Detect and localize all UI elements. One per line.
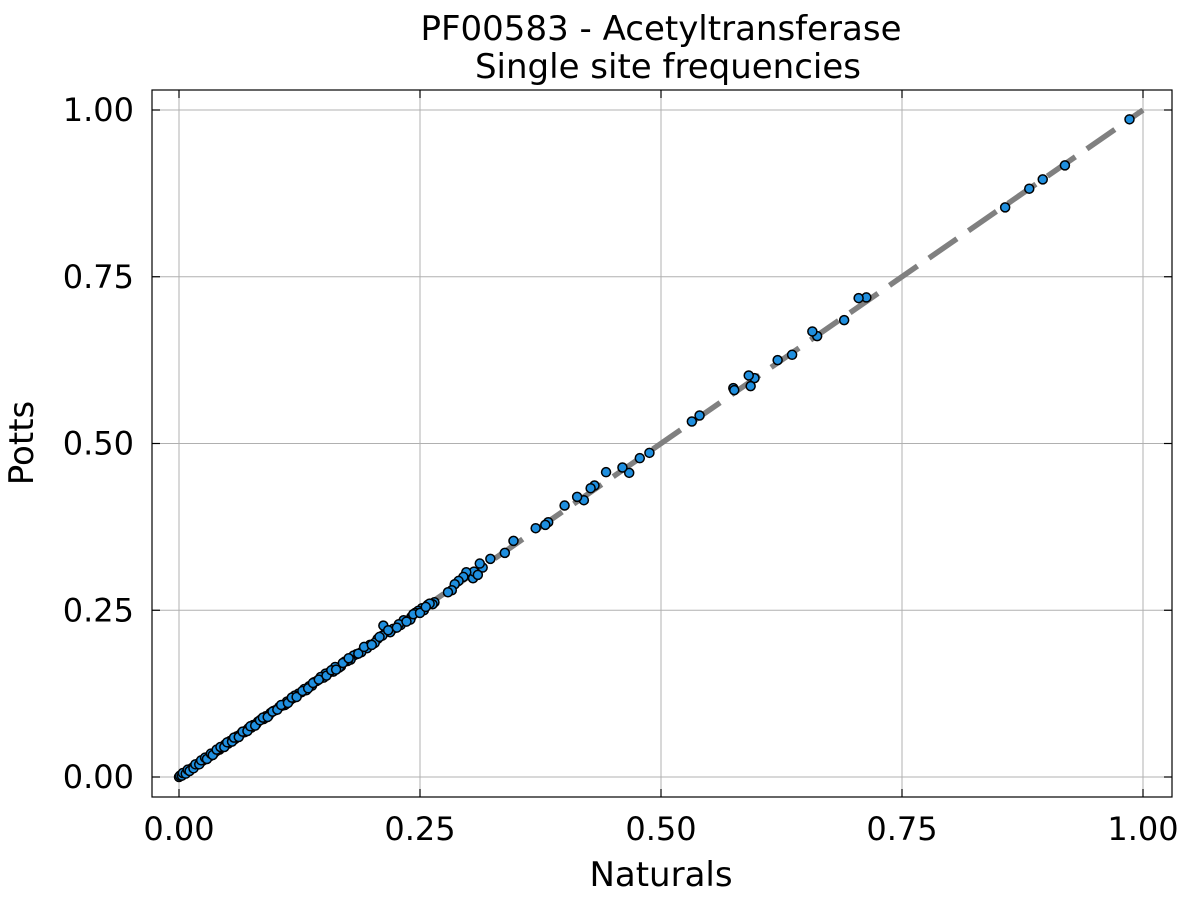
y-tick-label: 0.75 [63, 258, 134, 296]
data-point [786, 349, 798, 361]
data-point [420, 601, 432, 613]
data-point [366, 639, 378, 651]
data-point [1023, 183, 1035, 194]
data-point [686, 416, 698, 427]
data-point [745, 380, 756, 392]
data-point [442, 586, 454, 598]
x-axis-label: Naturals [589, 855, 732, 895]
x-tick-label: 0.25 [384, 810, 455, 848]
data-point [623, 467, 635, 479]
data-point [353, 648, 364, 659]
y-tick-label: 0.00 [63, 758, 134, 796]
x-tick-label: 0.50 [625, 810, 696, 848]
data-point [617, 462, 628, 473]
x-tick-labels: 0.00 0.25 0.50 0.75 1.00 [143, 810, 1178, 848]
data-point [559, 500, 570, 511]
data-point [807, 326, 818, 337]
data-point [499, 547, 511, 559]
data-point [1059, 160, 1071, 171]
data-point [508, 535, 519, 547]
chart-title: PF00583 - Acetyltransferase [420, 9, 901, 49]
axis-ticks [152, 90, 1172, 797]
data-point [330, 664, 342, 675]
data-point [600, 466, 612, 478]
data-point [343, 653, 354, 664]
data-point [485, 553, 496, 565]
data-point [694, 410, 705, 421]
y-tick-label: 0.25 [63, 591, 134, 629]
data-point [772, 354, 783, 366]
data-point [1037, 174, 1048, 185]
chart-subtitle: Single site frequencies [475, 47, 861, 87]
data-point [374, 631, 385, 643]
data-point [382, 625, 394, 636]
data-point [391, 622, 403, 633]
data-point [585, 482, 596, 494]
data-point [474, 558, 486, 569]
data-point [472, 569, 484, 581]
data-points [173, 114, 1135, 783]
x-tick-label: 1.00 [1107, 810, 1178, 848]
y-tick-label: 0.50 [63, 425, 134, 463]
data-point [530, 522, 541, 534]
y-tick-label: 1.00 [63, 91, 134, 129]
x-tick-label: 0.00 [143, 810, 214, 848]
data-point [571, 491, 583, 503]
data-point [644, 447, 655, 459]
y-axis-label: Potts [2, 401, 42, 485]
data-point [1124, 114, 1135, 125]
grid [152, 90, 1172, 797]
data-point [743, 370, 754, 381]
data-point [540, 519, 551, 531]
data-point [401, 616, 412, 627]
x-tick-label: 0.75 [866, 810, 937, 848]
data-point [838, 314, 850, 326]
data-point [729, 384, 740, 396]
data-point [853, 292, 864, 304]
data-point [634, 452, 646, 464]
data-point [999, 202, 1011, 213]
y-tick-labels: 0.00 0.25 0.50 0.75 1.00 [63, 91, 134, 796]
